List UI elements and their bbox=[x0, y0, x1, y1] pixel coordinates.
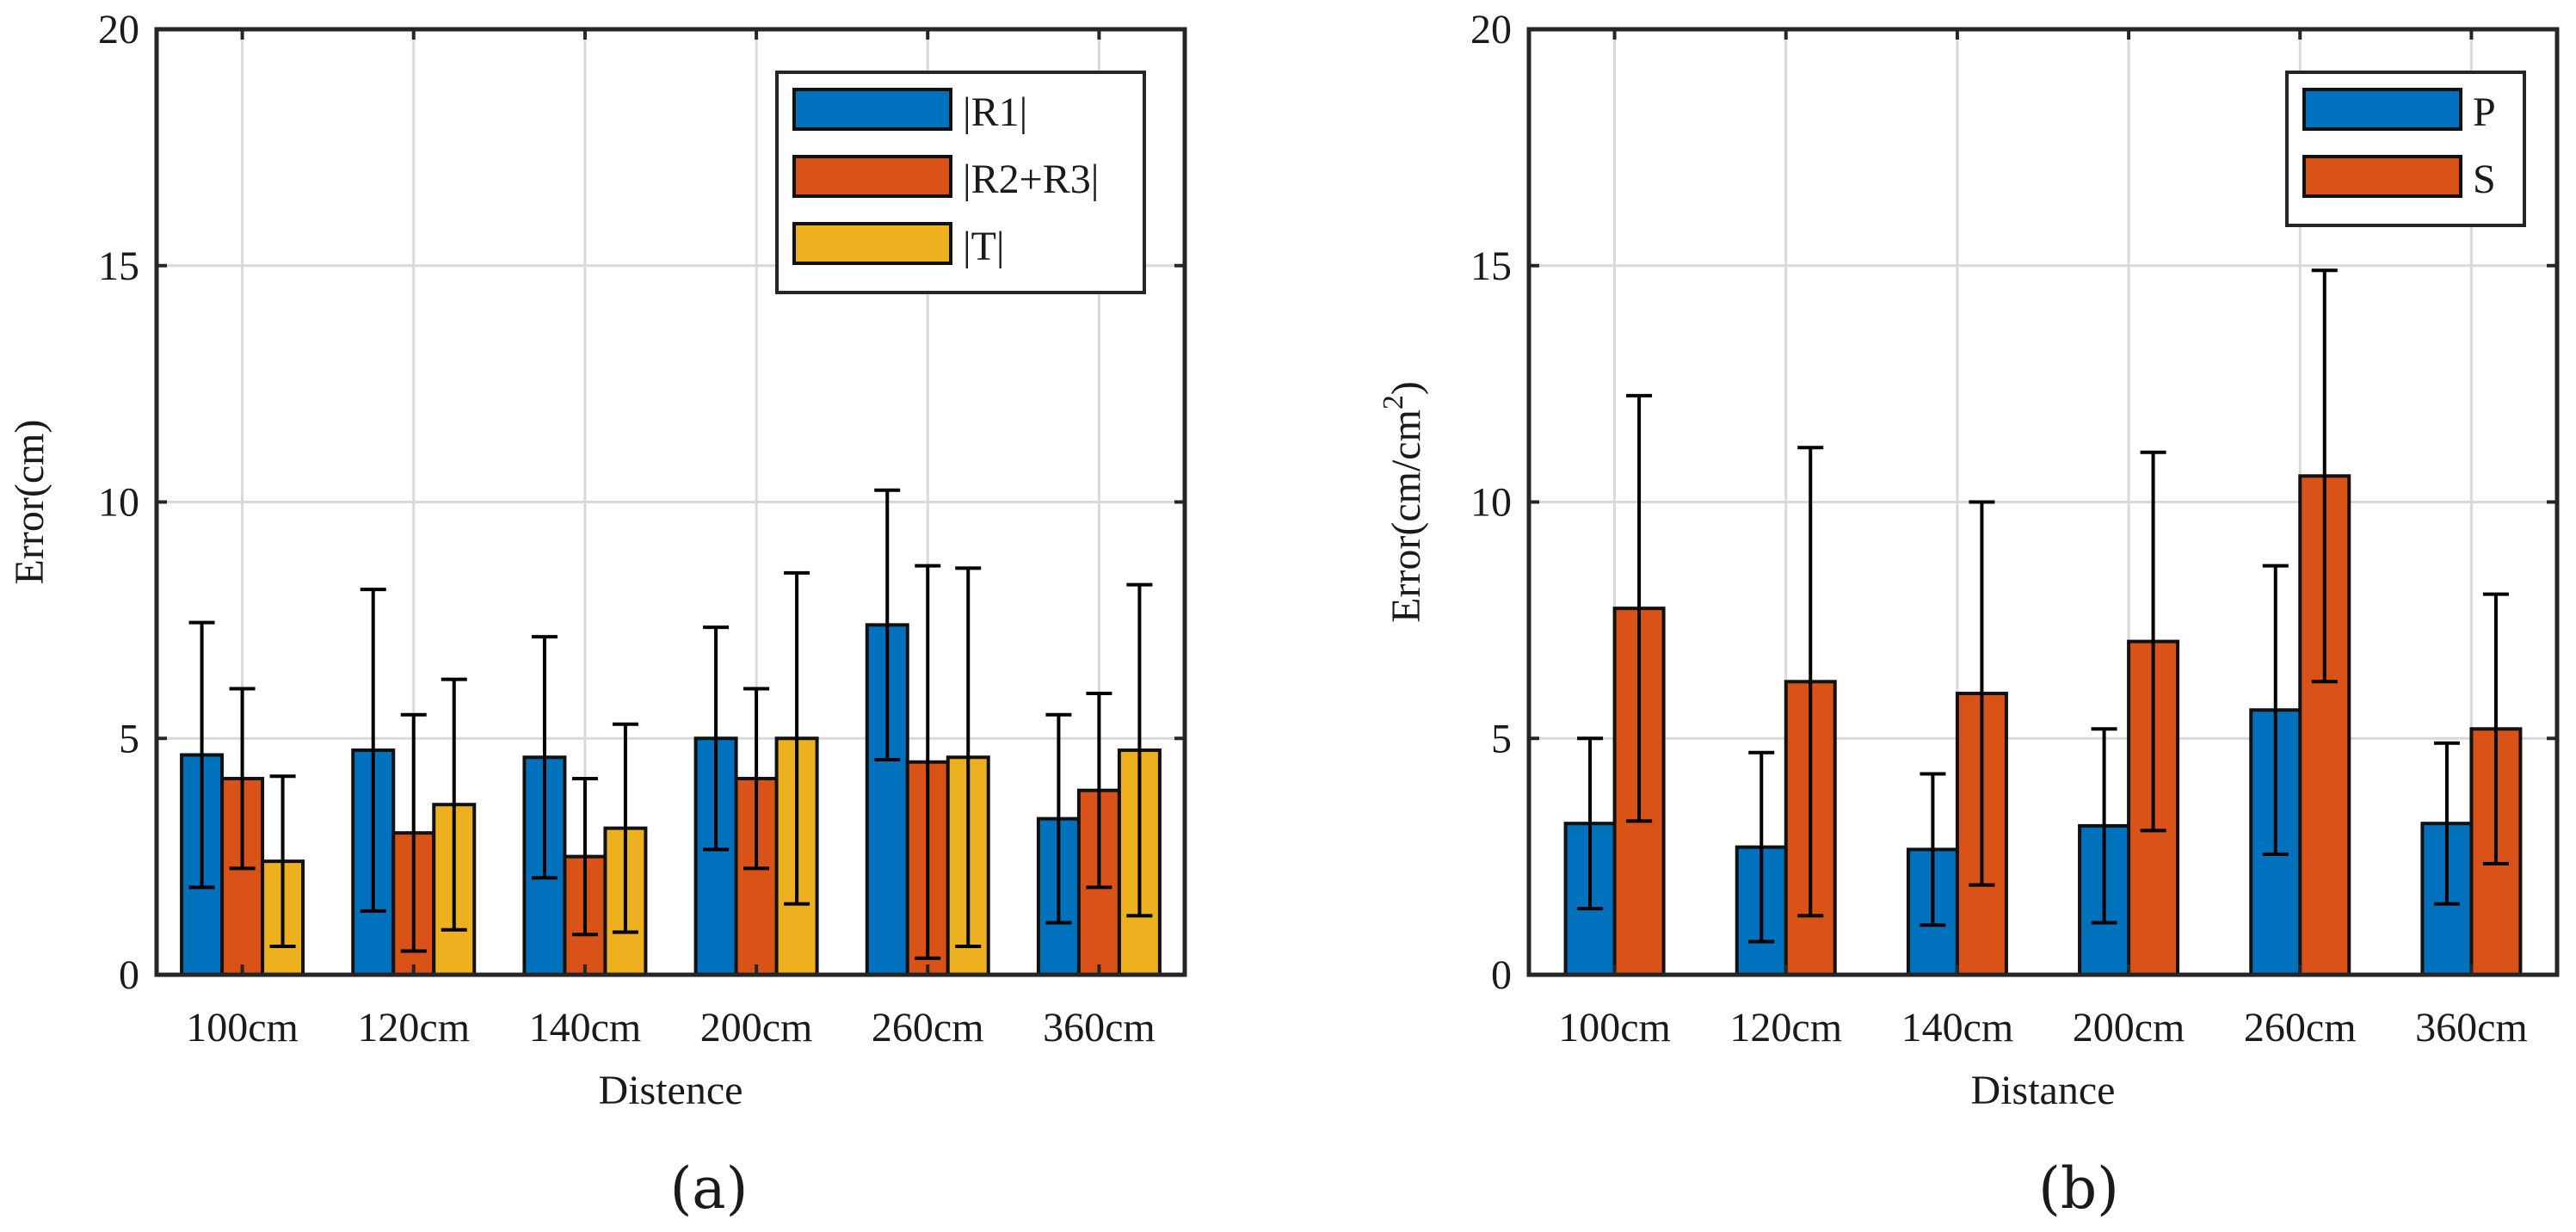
y-tick-label: 20 bbox=[1470, 7, 1512, 52]
legend-entry: P bbox=[2473, 89, 2496, 135]
error-bar bbox=[1920, 772, 1946, 927]
y-axis-label-text: Error(cm) bbox=[7, 420, 52, 585]
error-bar bbox=[441, 677, 467, 932]
panel-label: (a) bbox=[670, 1155, 749, 1222]
error-bar bbox=[188, 620, 215, 890]
error-bar bbox=[1086, 692, 1112, 890]
x-tick-label: 120cm bbox=[357, 1005, 470, 1050]
series-1 bbox=[1563, 564, 2474, 977]
y-tick-label: 15 bbox=[98, 243, 139, 289]
error-bar bbox=[2262, 564, 2289, 856]
chart-a: 0 5 10 15 20 100cm 120cm 140cm 200cm 260cm 360cm Di… bbox=[7, 7, 1187, 1222]
error-bar bbox=[784, 570, 810, 906]
legend-swatch bbox=[792, 88, 952, 131]
y-tick-label: 0 bbox=[119, 952, 139, 998]
bars bbox=[180, 488, 1162, 977]
error-bar bbox=[2091, 727, 2117, 925]
x-tick-label: 360cm bbox=[2415, 1005, 2528, 1050]
y-tick-label: 5 bbox=[1491, 716, 1512, 761]
error-bar bbox=[531, 635, 558, 880]
y-tick-label: 0 bbox=[1491, 952, 1512, 998]
error-bar bbox=[743, 687, 770, 871]
y-tick-label: 10 bbox=[98, 480, 139, 526]
x-tick-label: 100cm bbox=[186, 1005, 299, 1050]
series-2 bbox=[220, 564, 1121, 977]
error-bar bbox=[1045, 712, 1072, 925]
error-bar bbox=[1797, 446, 1824, 918]
legend: |R1| |R2+R3| |T| bbox=[775, 71, 1146, 294]
error-bar bbox=[915, 564, 941, 960]
error-bar bbox=[1969, 500, 1995, 887]
legend: PS bbox=[2285, 71, 2526, 227]
y-axis-label: Error(cm) bbox=[7, 420, 52, 585]
error-bar bbox=[2311, 268, 2338, 684]
y-axis-label-superscript: 2 bbox=[1377, 395, 1409, 410]
legend-entry: |R1| bbox=[963, 89, 1027, 135]
x-tick-label: 360cm bbox=[1043, 1005, 1156, 1050]
y-axis-label: Error(cm/cm2) bbox=[1377, 381, 1429, 623]
legend-swatch bbox=[2302, 155, 2462, 198]
bar bbox=[2298, 474, 2351, 976]
y-tick-label: 10 bbox=[1470, 480, 1512, 526]
legend-swatch bbox=[2302, 88, 2462, 131]
axis-ticks bbox=[157, 28, 1185, 976]
error-bar bbox=[612, 722, 638, 934]
x-axis-label: Distence bbox=[599, 1068, 743, 1113]
error-bar bbox=[269, 774, 296, 949]
x-tick-label: 120cm bbox=[1729, 1005, 1842, 1050]
axis-ticks bbox=[1529, 28, 2557, 976]
error-bar bbox=[703, 625, 730, 852]
x-tick-label: 200cm bbox=[2073, 1005, 2185, 1050]
error-bar bbox=[1626, 393, 1653, 823]
x-tick-label: 140cm bbox=[1901, 1005, 2014, 1050]
error-bar bbox=[571, 776, 598, 937]
error-bar bbox=[1748, 750, 1775, 944]
error-bar bbox=[955, 566, 982, 949]
y-axis-label-suffix: ) bbox=[1384, 381, 1429, 395]
legend-entry: |R2+R3| bbox=[963, 157, 1099, 202]
series-1 bbox=[180, 488, 1081, 976]
error-bar bbox=[1577, 736, 1604, 911]
x-axis-label: Distance bbox=[1971, 1068, 2116, 1113]
x-tick-label: 260cm bbox=[872, 1005, 984, 1050]
error-bar bbox=[2433, 741, 2460, 906]
legend-swatch bbox=[792, 222, 952, 265]
legend-entry: |T| bbox=[963, 224, 1005, 269]
error-bar bbox=[400, 712, 427, 953]
y-tick-label: 5 bbox=[119, 716, 139, 761]
series-2 bbox=[1612, 268, 2523, 976]
y-tick-label: 15 bbox=[1470, 243, 1512, 289]
bars bbox=[1563, 268, 2523, 977]
error-bar bbox=[2482, 592, 2509, 865]
chart-b: 0 5 10 15 20 100cm 120cm 140cm 200cm 260cm 360cm Di… bbox=[1377, 7, 2560, 1222]
series-3 bbox=[261, 566, 1162, 977]
error-bar bbox=[1126, 582, 1153, 918]
legend-swatch bbox=[792, 155, 952, 198]
error-bar bbox=[874, 488, 901, 761]
error-bar bbox=[360, 588, 386, 913]
panel-label: (b) bbox=[2038, 1155, 2119, 1222]
error-bar bbox=[229, 687, 256, 871]
error-bar bbox=[2140, 450, 2166, 833]
x-tick-label: 100cm bbox=[1558, 1005, 1671, 1050]
legend-entry: S bbox=[2473, 157, 2496, 202]
x-tick-label: 140cm bbox=[529, 1005, 642, 1050]
x-tick-label: 260cm bbox=[2244, 1005, 2357, 1050]
x-tick-label: 200cm bbox=[700, 1005, 813, 1050]
y-tick-label: 20 bbox=[98, 7, 139, 52]
y-axis-label-text: Error(cm/cm bbox=[1384, 410, 1429, 623]
